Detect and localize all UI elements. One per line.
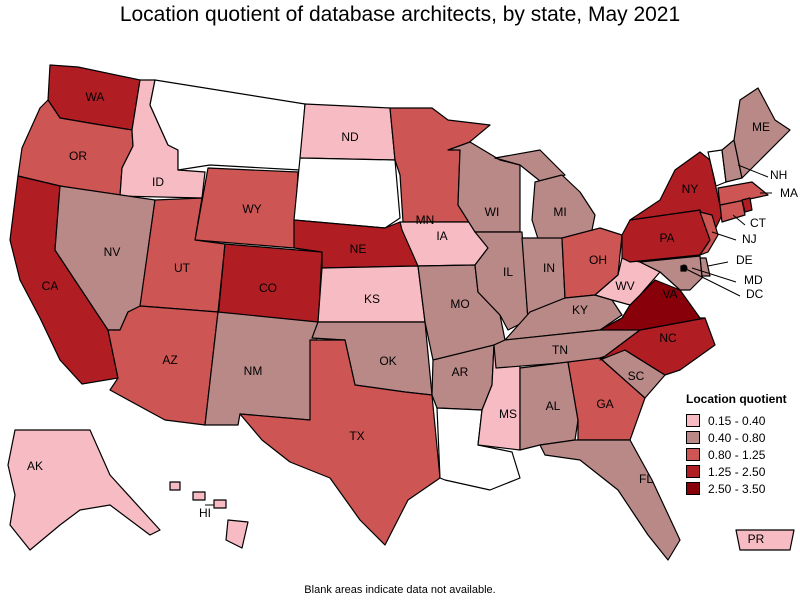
state-label-wy: WY (242, 202, 261, 216)
state-hi (225, 519, 249, 549)
legend-swatch (686, 448, 700, 461)
state-ri (741, 197, 753, 213)
state-fl (539, 439, 681, 561)
state-label-sc: SC (628, 369, 645, 383)
state-label-al: AL (546, 399, 561, 413)
legend-label: 0.80 - 1.25 (708, 447, 766, 462)
state-label-pa: PA (659, 231, 674, 245)
state-label-nv: NV (104, 245, 121, 259)
state-label-nc: NC (659, 331, 677, 345)
state-label-nd: ND (341, 130, 359, 144)
state-label-nj: NJ (742, 232, 757, 246)
state-label-ks: KS (364, 292, 380, 306)
state-nj (699, 211, 719, 256)
state-hi (169, 481, 181, 491)
dc-marker (680, 264, 688, 272)
state-label-fl: FL (639, 472, 653, 486)
state-label-ok: OK (379, 354, 396, 368)
state-label-nh: NH (770, 168, 787, 182)
state-label-me: ME (752, 120, 770, 134)
state-label-or: OR (69, 149, 87, 163)
state-label-tn: TN (552, 343, 568, 357)
state-label-az: AZ (162, 353, 177, 367)
legend-label: 1.25 - 2.50 (708, 464, 766, 479)
legend-item: 0.40 - 0.80 (686, 429, 787, 446)
state-label-ms: MS (499, 407, 517, 421)
state-label-ar: AR (452, 365, 469, 379)
state-label-wi: WI (485, 205, 500, 219)
legend-swatch (686, 414, 700, 427)
leader-line-md (691, 267, 737, 283)
state-hi (192, 491, 206, 501)
state-label-ia: IA (436, 229, 447, 243)
leader-line-ct (732, 214, 746, 226)
leader-line-dc (683, 267, 741, 297)
state-label-oh: OH (589, 253, 607, 267)
state-label-ca: CA (42, 279, 59, 293)
state-label-pr: PR (748, 532, 765, 546)
state-label-ak: AK (27, 459, 43, 473)
state-label-mo: MO (450, 297, 469, 311)
state-me (733, 87, 791, 179)
legend-item: 0.80 - 1.25 (686, 446, 787, 463)
state-mi (531, 174, 596, 246)
state-label-ky: KY (572, 303, 588, 317)
legend-swatch (686, 431, 700, 444)
footnote: Blank areas indicate data not available. (304, 584, 496, 596)
state-label-dc: DC (746, 287, 764, 301)
legend-label: 0.15 - 0.40 (708, 413, 766, 428)
state-ma (717, 181, 769, 206)
map-title: Location quotient of database architects… (119, 3, 681, 26)
legend-item: 0.15 - 0.40 (686, 412, 787, 429)
state-tx (239, 339, 441, 546)
state-label-wa: WA (86, 90, 105, 104)
state-pr (735, 529, 795, 551)
state-ak (7, 429, 161, 551)
state-label-md: MD (744, 273, 763, 287)
legend-swatch (686, 482, 700, 495)
state-label-tx: TX (349, 429, 364, 443)
state-label-ma: MA (780, 186, 798, 200)
state-label-mi: MI (553, 205, 566, 219)
state-label-ga: GA (596, 397, 613, 411)
state-label-ut: UT (174, 261, 191, 275)
state-label-id: ID (152, 175, 164, 189)
state-label-mn: MN (416, 213, 435, 227)
state-label-co: CO (259, 281, 277, 295)
legend-title: Location quotient (686, 392, 787, 406)
state-label-va: VA (662, 287, 677, 301)
leader-line-de (707, 261, 729, 267)
legend-swatch (686, 465, 700, 478)
state-label-de: DE (736, 253, 753, 267)
leader-line-nj (711, 231, 737, 241)
legend-item: 2.50 - 3.50 (686, 480, 787, 497)
legend-label: 0.40 - 0.80 (708, 430, 766, 445)
state-label-hi: HI (199, 506, 211, 520)
state-sd (293, 157, 401, 229)
state-md (639, 255, 703, 291)
state-label-ny: NY (682, 182, 699, 196)
legend-item: 1.25 - 2.50 (686, 463, 787, 480)
state-label-ne: NE (350, 242, 367, 256)
state-label-in: IN (543, 261, 555, 275)
state-label-nm: NM (244, 364, 263, 378)
state-hi (213, 499, 227, 509)
leader-line-nh (737, 164, 769, 178)
state-label-wv: WV (615, 279, 634, 293)
state-label-ct: CT (750, 216, 767, 230)
legend: Location quotient 0.15 - 0.40 0.40 - 0.80… (686, 392, 787, 497)
state-label-il: IL (503, 265, 513, 279)
legend-label: 2.50 - 3.50 (708, 481, 766, 496)
